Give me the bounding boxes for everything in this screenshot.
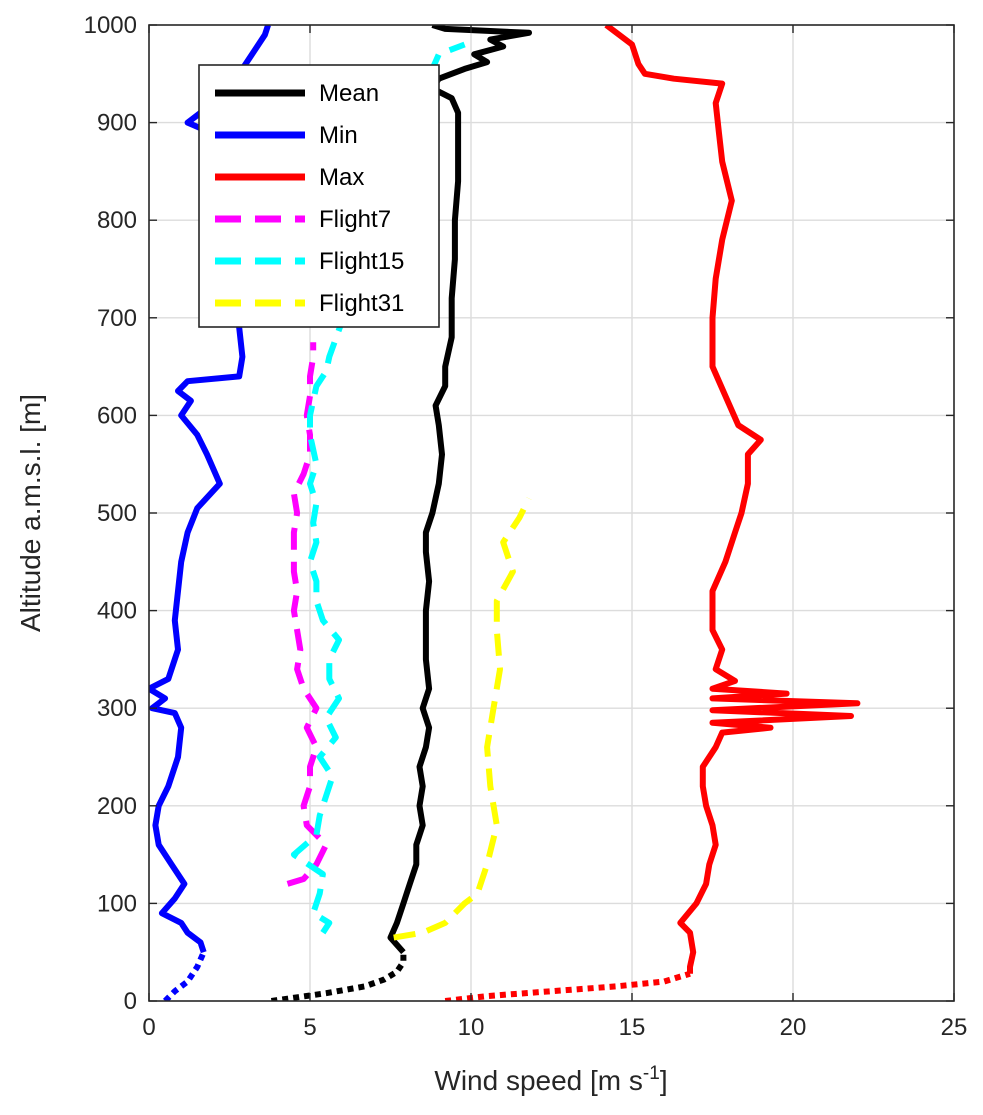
- y-tick-label: 100: [97, 890, 137, 917]
- legend-box: [198, 64, 440, 328]
- y-axis-label: Altitude a.m.s.l. [m]: [15, 394, 46, 632]
- series-max-line: [604, 25, 861, 974]
- legend: Mean Min Max Flight7 Flight15 Flight31: [198, 64, 440, 328]
- y-tick-label: 500: [97, 500, 137, 527]
- legend-label-flight7: Flight7: [319, 206, 391, 233]
- y-tick-label: 0: [124, 988, 137, 1015]
- axis-ticks: [148, 24, 955, 1002]
- series-flight7-line: [286, 342, 330, 887]
- series-max-near-ground: [444, 970, 691, 1001]
- x-tick-label: 5: [303, 1014, 316, 1041]
- x-axis-label-bracket: ]: [660, 1065, 668, 1096]
- x-tick-label: 20: [780, 1014, 807, 1041]
- x-tick-label: 0: [142, 1014, 155, 1041]
- legend-label-flight31: Flight31: [319, 290, 404, 317]
- series-mean-line: [387, 25, 532, 955]
- y-tick-label: 400: [97, 598, 137, 625]
- y-tick-label: 200: [97, 793, 137, 820]
- y-tick-label: 800: [97, 207, 137, 234]
- x-axis-label: Wind speed [m s-1]: [434, 1063, 667, 1096]
- series-flight31-line: [393, 497, 532, 941]
- legend-label-flight15: Flight15: [319, 248, 404, 275]
- series-flight15-line: [290, 41, 466, 935]
- series-mean-near-ground: [270, 952, 407, 1001]
- y-tick-label: 1000: [84, 12, 137, 39]
- x-axis-label-superscript: -1: [643, 1063, 660, 1084]
- legend-label-min: Min: [319, 122, 358, 149]
- legend-label-mean: Mean: [319, 80, 379, 107]
- legend-label-max: Max: [319, 164, 364, 191]
- x-tick-label: 15: [619, 1014, 646, 1041]
- x-tick-label: 25: [941, 1014, 968, 1041]
- legend-entries: Mean Min Max Flight7 Flight15 Flight31: [215, 80, 404, 317]
- x-tick-label: 10: [458, 1014, 485, 1041]
- y-tick-label: 300: [97, 695, 137, 722]
- axis-tick-labels: 0 5 10 15 20 25 0 100 200 300 400 500 600 700 800 900 10…: [84, 12, 968, 1041]
- y-tick-label: 900: [97, 110, 137, 137]
- y-tick-label: 600: [97, 402, 137, 429]
- y-tick-label: 700: [97, 305, 137, 332]
